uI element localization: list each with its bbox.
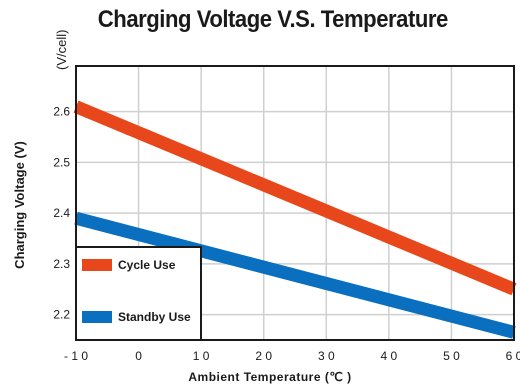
- y-tick-label: 2.6: [53, 105, 70, 119]
- x-axis-label: Ambient Temperature (℃ ): [188, 370, 352, 384]
- legend-label: Standby Use: [118, 310, 191, 324]
- series-line-standby-use: [74, 211, 516, 339]
- y-tick-label: 2.2: [53, 308, 70, 322]
- x-tick-label: 0: [135, 349, 142, 363]
- x-tick-label: 2 0: [255, 349, 272, 363]
- y-tick-label: 2.4: [53, 206, 70, 220]
- legend-swatch: [82, 311, 112, 323]
- y-tick-label: 2.5: [53, 155, 70, 169]
- legend-swatch: [82, 259, 112, 271]
- plot-frame: [75, 65, 515, 341]
- x-tick-label: - 1 0: [64, 349, 88, 363]
- chart-title: Charging Voltage V.S. Temperature: [97, 6, 449, 33]
- y-tick-label: 2.3: [53, 257, 70, 271]
- legend-label: Cycle Use: [118, 258, 176, 272]
- x-tick-label: 3 0: [318, 349, 335, 363]
- x-tick-label: 5 0: [443, 349, 460, 363]
- x-tick-label: 1 0: [193, 349, 210, 363]
- x-tick-label: 6 0: [506, 349, 520, 363]
- x-tick-label: 4 0: [381, 349, 398, 363]
- series-line-cycle-use: [73, 100, 517, 296]
